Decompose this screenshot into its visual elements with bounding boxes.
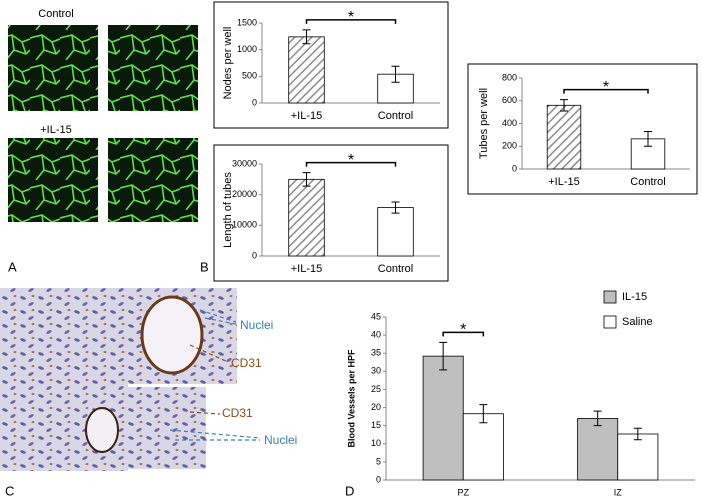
y-tick-label: 30	[371, 366, 381, 376]
microscopy-image	[8, 138, 98, 222]
microscopy-image	[8, 25, 98, 111]
y-tick-label: 45	[371, 311, 381, 321]
panel-label: B	[200, 259, 209, 274]
y-tick-label: 10	[371, 438, 381, 448]
error-bar	[479, 404, 488, 424]
bar	[288, 36, 325, 104]
annotation: CD31	[222, 406, 253, 420]
chart-frame	[467, 63, 698, 195]
significance-mark: *	[348, 152, 354, 169]
image-label: Control	[38, 8, 73, 20]
microscopy-image	[108, 25, 198, 111]
bar	[546, 104, 582, 170]
error-bar	[633, 427, 642, 441]
y-axis-label: Length of tubes	[222, 172, 234, 248]
arrows	[169, 309, 261, 441]
significance-mark: *	[603, 79, 609, 96]
x-tick-label: IZ	[614, 487, 623, 497]
panel-label: A	[8, 259, 17, 274]
panel-label: D	[345, 483, 354, 498]
y-tick-label: 30000	[232, 158, 257, 168]
y-tick-label: 0	[512, 163, 517, 173]
chart-frame	[213, 144, 449, 282]
y-tick-label: 10000	[232, 220, 257, 230]
y-axis-label: Tubes per well	[478, 88, 490, 159]
microscopy-image	[108, 138, 198, 222]
significance-bracket	[305, 19, 397, 24]
bar	[377, 207, 414, 257]
x-tick-label: Control	[378, 263, 413, 275]
y-tick-label: 0	[252, 250, 257, 260]
error-bar	[391, 65, 400, 83]
error-bar	[560, 99, 568, 112]
y-tick-label: 0	[252, 97, 257, 107]
error-bar	[302, 172, 311, 187]
y-tick-label: 5	[376, 456, 381, 466]
annotation: Nuclei	[240, 318, 273, 332]
y-tick-label: 20000	[232, 189, 257, 199]
bar	[288, 178, 325, 257]
legend-swatch	[603, 290, 617, 304]
error-bar	[593, 410, 602, 427]
x-tick-label: Control	[630, 176, 665, 188]
y-tick-label: 1000	[237, 44, 257, 54]
legend-swatch	[603, 315, 617, 329]
y-tick-label: 40	[371, 329, 381, 339]
annotation: Nuclei	[264, 433, 297, 447]
panel-label: C	[5, 483, 14, 498]
y-axis-label: Blood Vessels per HPF	[346, 349, 356, 448]
significance-bracket	[563, 88, 649, 94]
y-tick-label: 500	[242, 71, 257, 81]
significance-mark: *	[460, 322, 466, 339]
x-tick-label: Control	[378, 110, 413, 122]
bar	[422, 355, 464, 481]
y-tick-label: 35	[371, 348, 381, 358]
error-bar	[439, 341, 448, 371]
annotation: CD31	[231, 356, 262, 370]
x-tick-label: +IL-15	[291, 110, 323, 122]
y-axis-label: Nodes per well	[222, 27, 234, 100]
image-label: +IL-15	[40, 124, 72, 136]
vessel	[140, 295, 204, 375]
x-tick-label: +IL-15	[548, 176, 580, 188]
legend-label: Saline	[622, 316, 653, 328]
y-tick-label: 600	[502, 95, 517, 105]
y-tick-label: 15	[371, 420, 381, 430]
error-bar	[391, 201, 400, 214]
legend-label: IL-15	[622, 291, 647, 303]
y-tick-label: 800	[502, 72, 517, 82]
y-tick-label: 1500	[237, 17, 257, 27]
error-bar	[644, 130, 652, 147]
significance-mark: *	[348, 9, 354, 26]
chart-frame	[213, 1, 449, 129]
y-tick-label: 25	[371, 384, 381, 394]
vessel	[85, 407, 119, 453]
error-bar	[302, 29, 311, 45]
bar	[462, 413, 504, 481]
y-tick-label: 400	[502, 118, 517, 128]
y-tick-label: 20	[371, 402, 381, 412]
x-tick-label: PZ	[457, 487, 469, 497]
bar	[577, 418, 619, 481]
significance-bracket	[442, 331, 485, 337]
bar	[617, 433, 659, 481]
y-tick-label: 200	[502, 141, 517, 151]
tissue-image	[128, 387, 206, 469]
y-tick-label: 0	[376, 474, 381, 484]
significance-bracket	[305, 161, 397, 167]
x-tick-label: +IL-15	[291, 263, 323, 275]
